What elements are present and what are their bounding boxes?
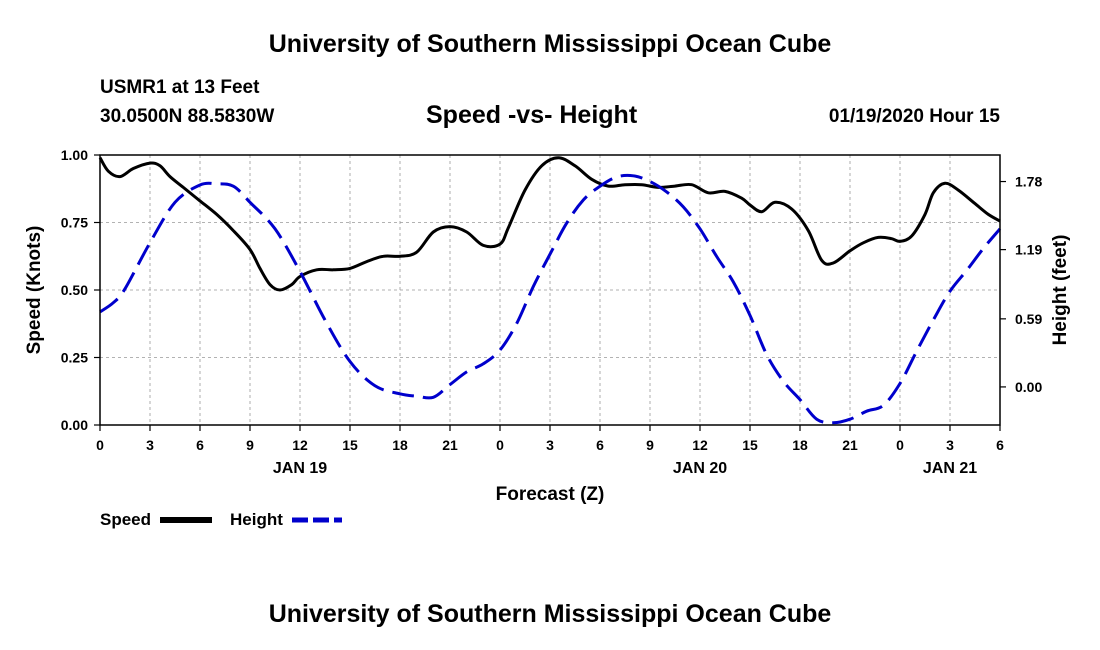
- x-tick-label: 18: [392, 437, 408, 453]
- x-tick-label: 12: [692, 437, 708, 453]
- x-date-label: JAN 20: [673, 460, 727, 477]
- x-tick-label: 21: [442, 437, 458, 453]
- x-tick-label: 15: [742, 437, 758, 453]
- x-tick-label: 6: [596, 437, 604, 453]
- left-y-tick-label: 1.00: [61, 147, 88, 163]
- x-tick-label: 3: [146, 437, 154, 453]
- x-tick-label: 3: [546, 437, 554, 453]
- station-label: USMR1 at 13 Feet: [100, 77, 260, 98]
- axes: 0 3 6 9 12 15 18 21 0 3 6 9 12 15 18 21 0 3 6 JAN 19 JAN 20 J…: [61, 147, 1043, 477]
- forecast-datestamp: 01/19/2020 Hour 15: [828, 106, 1000, 127]
- right-y-tick-label: 1.19: [1015, 242, 1042, 258]
- x-tick-label: 0: [896, 437, 904, 453]
- right-axis-label: Height (feet): [1050, 235, 1071, 346]
- left-y-tick-label: 0.75: [61, 215, 88, 231]
- chart-subtitle: Speed -vs- Height: [426, 101, 638, 129]
- x-tick-label: 6: [996, 437, 1004, 453]
- legend-label-height: Height: [230, 510, 283, 529]
- x-tick-label: 0: [96, 437, 104, 453]
- right-y-tick-label: 0.00: [1015, 379, 1042, 395]
- right-y-tick-label: 1.78: [1015, 174, 1042, 190]
- x-axis-label: Forecast (Z): [496, 484, 605, 505]
- series-line-height: [99, 173, 1002, 425]
- left-y-tick-label: 0.25: [61, 350, 88, 366]
- series-line-speed: [98, 156, 1001, 292]
- x-tick-label: 21: [842, 437, 858, 453]
- left-axis-label: Speed (Knots): [24, 226, 45, 355]
- x-tick-label: 12: [292, 437, 308, 453]
- x-tick-label: 18: [792, 437, 808, 453]
- legend-label-speed: Speed: [100, 510, 151, 529]
- x-tick-label: 6: [196, 437, 204, 453]
- series: [98, 156, 1002, 425]
- right-y-tick-label: 0.59: [1015, 311, 1042, 327]
- x-tick-label: 3: [946, 437, 954, 453]
- x-tick-label: 15: [342, 437, 358, 453]
- x-date-label: JAN 21: [923, 460, 977, 477]
- left-y-tick-label: 0.50: [61, 282, 88, 298]
- footer-title: University of Southern Mississippi Ocean…: [268, 600, 832, 628]
- grid: [100, 155, 1000, 425]
- left-y-tick-label: 0.00: [61, 417, 88, 433]
- chart-title: University of Southern Mississippi Ocean…: [268, 30, 832, 58]
- x-tick-label: 9: [246, 437, 254, 453]
- x-tick-label: 0: [496, 437, 504, 453]
- x-date-label: JAN 19: [273, 460, 327, 477]
- legend: Speed Height: [100, 510, 342, 529]
- x-tick-label: 9: [646, 437, 654, 453]
- coordinates-label: 30.0500N 88.5830W: [100, 106, 275, 127]
